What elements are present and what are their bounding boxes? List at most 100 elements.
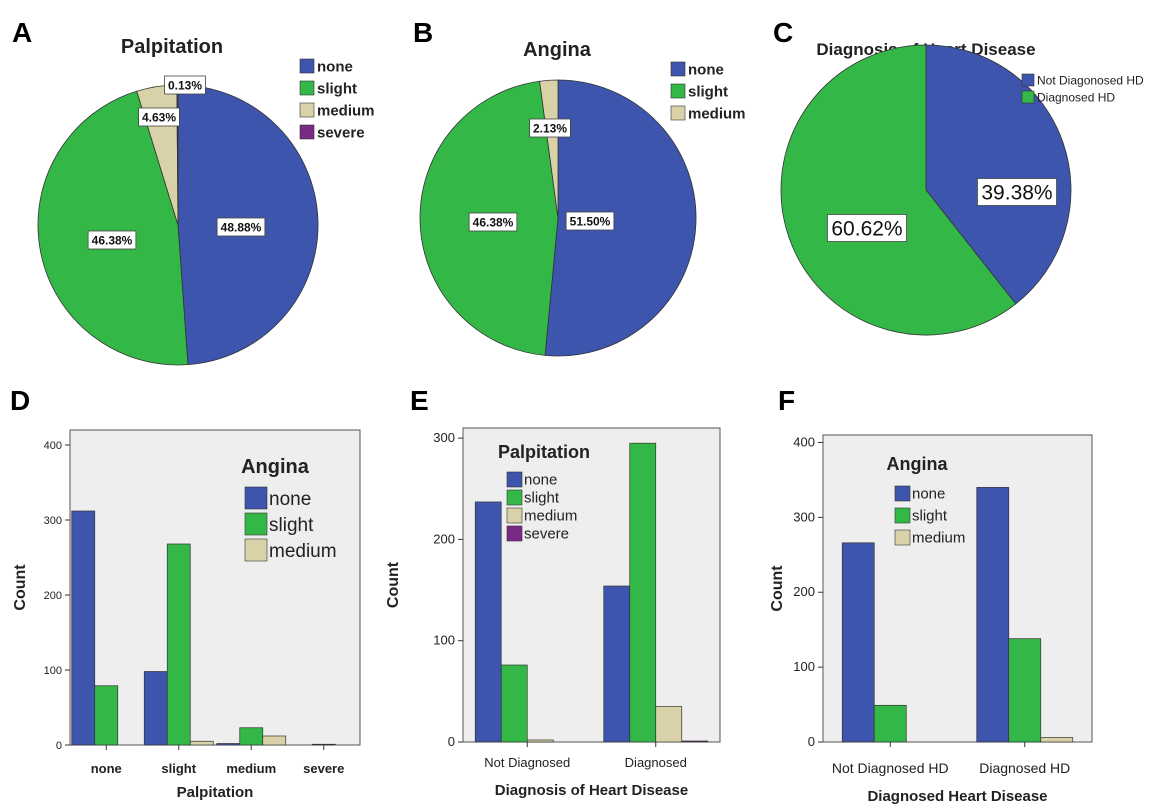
bar-chart-d: 0 100 200 300 400 none slight medium severe Palpi… <box>12 429 361 801</box>
pie-label-box <box>164 75 206 95</box>
bar-medium-1 <box>189 740 214 746</box>
legend-swatch <box>299 124 315 140</box>
pie-value-label: 60.62% <box>831 218 902 241</box>
pie-chart-a: Palpitation 48.88% 46.38% 4.63% 0.13% none sli… <box>37 36 375 366</box>
panel-letter-a: A <box>12 17 32 48</box>
y-tick-label: 0 <box>56 740 62 752</box>
pie-slice-medium <box>539 79 559 219</box>
legend-swatch <box>894 507 911 524</box>
panel-letter-e: E <box>410 385 429 416</box>
legend-label: slight <box>524 489 560 506</box>
pie-label-box <box>977 178 1057 206</box>
x-axis-label: Diagnosis of Heart Disease <box>495 782 688 799</box>
legend-swatch <box>670 105 686 121</box>
legend-swatch <box>670 61 686 77</box>
pie-value-label: 46.38% <box>92 233 133 247</box>
y-axis-label: Count <box>385 561 402 608</box>
y-tick-label: 400 <box>793 434 815 449</box>
x-category-label: Diagnosed HD <box>979 760 1070 776</box>
pie-title: Angina <box>523 39 592 61</box>
x-category-label: Not Diagnosed HD <box>832 760 949 776</box>
pie-chart-b: Angina 51.50% 46.38% 2.13% none slight medium <box>419 39 746 357</box>
legend-swatch <box>506 471 523 488</box>
bar-severe-1 <box>681 740 709 743</box>
y-tick-label: 300 <box>793 509 815 524</box>
legend-label: slight <box>317 80 357 97</box>
legend-label: medium <box>524 507 577 524</box>
legend-swatch <box>506 525 523 542</box>
legend-label: medium <box>688 105 746 122</box>
legend-swatch <box>244 512 268 536</box>
pie-value-label: 4.63% <box>142 110 176 124</box>
bar-none-2 <box>216 743 241 746</box>
y-tick-label: 200 <box>793 584 815 599</box>
bar-slight-1 <box>629 442 657 743</box>
bar-slight-0 <box>94 685 119 746</box>
legend-label: severe <box>524 525 569 542</box>
bar-medium-2 <box>262 735 287 746</box>
legend-label: slight <box>269 515 314 536</box>
pie-label-box <box>216 217 266 237</box>
legend-label: slight <box>688 83 728 100</box>
plot-area <box>69 429 361 746</box>
pie-slice-diagnosed-hd <box>780 44 1017 336</box>
bar-medium-0 <box>526 739 554 743</box>
bar-slight-1 <box>1008 638 1042 743</box>
bar-medium-1 <box>1040 737 1074 743</box>
bar-chart-e: 0 100 200 300 Not Diagnosed Diagnosed Diagnosi… <box>385 427 721 799</box>
pie-chart-c: Diagnosis of Heart Disease39.38%60.62%No… <box>780 40 1144 336</box>
x-category-label: Not Diagnosed <box>484 755 570 770</box>
bar-slight-0 <box>500 664 528 743</box>
legend-swatch <box>506 489 523 506</box>
legend-label: none <box>524 471 557 488</box>
bar-slight-2 <box>239 727 264 746</box>
x-category-label: medium <box>226 761 276 776</box>
legend-label: medium <box>912 529 965 546</box>
legend-label: severe <box>317 124 365 141</box>
pie-slice-none <box>544 79 697 357</box>
legend-swatch <box>506 507 523 524</box>
bar-none-1 <box>143 671 168 746</box>
panel-letter-c: C <box>773 17 793 48</box>
legend-swatch <box>299 102 315 118</box>
bar-none-1 <box>976 487 1010 743</box>
bar-chart-f: 0 100 200 300 400 Not Diagnosed HD Diagnosed H… <box>769 434 1093 805</box>
legend-label: none <box>912 485 945 502</box>
y-tick-label: 400 <box>44 440 62 452</box>
legend-swatch <box>894 485 911 502</box>
y-tick-label: 0 <box>448 734 455 749</box>
pie-label-box <box>138 107 180 127</box>
bar-medium-1 <box>655 706 683 743</box>
y-axis-label: Count <box>12 564 29 611</box>
panel-letter-f: F <box>778 385 795 416</box>
y-tick-label: 200 <box>433 531 455 546</box>
bar-none-0 <box>71 510 96 746</box>
pie-label-box <box>468 212 518 232</box>
pie-label-box <box>529 118 571 138</box>
y-tick-label: 300 <box>44 515 62 527</box>
legend-title: Palpitation <box>498 442 590 462</box>
y-tick-label: 100 <box>793 659 815 674</box>
bar-slight-0 <box>873 704 907 743</box>
legend-label: slight <box>912 507 948 524</box>
x-axis-label: Diagnosed Heart Disease <box>867 788 1047 805</box>
legend-title: Angina <box>241 456 310 478</box>
legend-swatch <box>1021 73 1035 87</box>
pie-slice-not-diagonosed-hd <box>925 44 1072 305</box>
legend-title: Angina <box>887 454 949 474</box>
legend-swatch <box>894 529 911 546</box>
pie-value-label: 2.13% <box>533 121 567 135</box>
y-tick-label: 300 <box>433 430 455 445</box>
y-tick-label: 100 <box>44 665 62 677</box>
bar-slight-3 <box>311 743 336 746</box>
legend-label: Not Diagonosed HD <box>1037 73 1144 87</box>
legend-swatch <box>299 80 315 96</box>
legend-label: none <box>269 489 311 510</box>
bar-none-0 <box>474 501 502 743</box>
legend-label: none <box>317 58 353 75</box>
y-axis-label: Count <box>769 565 786 612</box>
pie-label-box <box>827 214 907 242</box>
pie-slice-slight <box>37 90 189 366</box>
x-category-label: none <box>91 761 122 776</box>
